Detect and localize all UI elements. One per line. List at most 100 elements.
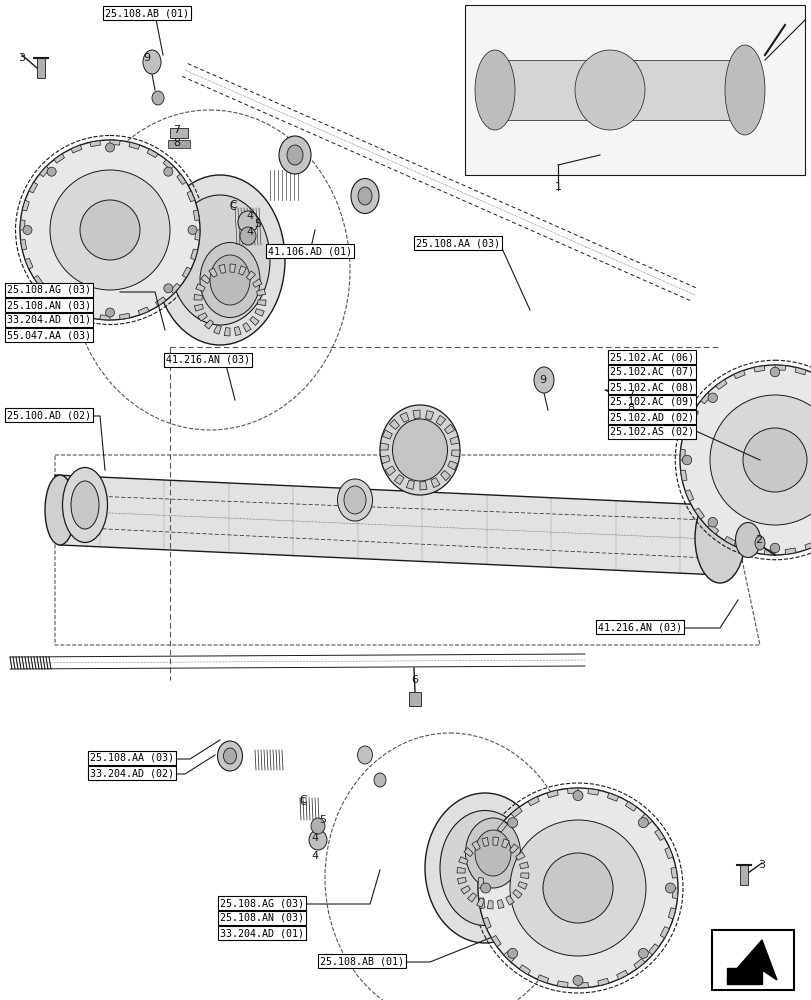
Polygon shape <box>481 837 488 846</box>
Bar <box>711 930 793 990</box>
Polygon shape <box>471 841 479 850</box>
Text: 25.108.AG (03): 25.108.AG (03) <box>7 285 91 295</box>
Circle shape <box>164 167 173 176</box>
Ellipse shape <box>742 428 806 492</box>
Ellipse shape <box>709 395 811 525</box>
Polygon shape <box>743 545 754 553</box>
Polygon shape <box>440 471 450 481</box>
Ellipse shape <box>152 91 164 105</box>
Polygon shape <box>641 814 651 824</box>
Ellipse shape <box>62 468 107 542</box>
Text: 5: 5 <box>254 219 261 229</box>
Text: 33.204.AD (01): 33.204.AD (01) <box>220 928 303 938</box>
Polygon shape <box>242 323 251 332</box>
Polygon shape <box>689 409 697 421</box>
Polygon shape <box>501 839 508 848</box>
Polygon shape <box>483 917 491 929</box>
Polygon shape <box>213 325 221 334</box>
Circle shape <box>105 308 114 317</box>
Polygon shape <box>436 415 445 425</box>
Ellipse shape <box>45 475 75 545</box>
Polygon shape <box>654 829 663 840</box>
Polygon shape <box>679 449 684 460</box>
Polygon shape <box>193 210 200 220</box>
Polygon shape <box>170 283 180 294</box>
Polygon shape <box>382 430 392 439</box>
Polygon shape <box>784 548 795 554</box>
Bar <box>37 58 45 78</box>
Polygon shape <box>380 456 389 464</box>
Ellipse shape <box>71 481 99 529</box>
Ellipse shape <box>392 419 447 481</box>
Circle shape <box>573 791 582 801</box>
Polygon shape <box>659 927 668 938</box>
Ellipse shape <box>344 486 366 514</box>
Circle shape <box>707 393 717 403</box>
Text: C: C <box>298 795 307 805</box>
Polygon shape <box>461 886 470 894</box>
Ellipse shape <box>200 242 260 318</box>
Polygon shape <box>476 898 483 907</box>
Polygon shape <box>219 264 225 273</box>
Polygon shape <box>380 443 388 450</box>
Text: 25.102.AS (02): 25.102.AS (02) <box>609 427 693 437</box>
Text: 4: 4 <box>246 211 253 221</box>
Ellipse shape <box>279 136 311 174</box>
Polygon shape <box>567 788 577 794</box>
Polygon shape <box>667 908 675 919</box>
Polygon shape <box>234 327 241 336</box>
Polygon shape <box>664 847 672 859</box>
Polygon shape <box>431 478 440 488</box>
Ellipse shape <box>80 200 139 260</box>
Text: 6: 6 <box>411 675 418 685</box>
Polygon shape <box>224 328 230 336</box>
Ellipse shape <box>754 536 764 550</box>
Polygon shape <box>194 304 203 311</box>
Text: 1: 1 <box>554 182 561 192</box>
Text: 7: 7 <box>174 125 180 135</box>
Polygon shape <box>182 267 191 278</box>
Polygon shape <box>492 837 498 845</box>
Bar <box>409 692 420 706</box>
Polygon shape <box>385 466 395 476</box>
Polygon shape <box>195 230 200 240</box>
Ellipse shape <box>311 818 324 834</box>
Text: 25.108.AN (03): 25.108.AN (03) <box>220 913 303 923</box>
Polygon shape <box>457 877 466 884</box>
Polygon shape <box>487 901 492 909</box>
Polygon shape <box>556 981 568 987</box>
Polygon shape <box>547 790 557 798</box>
Polygon shape <box>109 140 120 145</box>
Polygon shape <box>119 313 130 319</box>
Polygon shape <box>55 475 719 575</box>
Circle shape <box>573 975 582 985</box>
Polygon shape <box>458 857 467 864</box>
Bar <box>624 402 646 410</box>
Polygon shape <box>537 975 548 983</box>
Circle shape <box>188 226 197 234</box>
Polygon shape <box>753 366 764 372</box>
Polygon shape <box>463 848 473 857</box>
Polygon shape <box>155 297 166 306</box>
Text: 3: 3 <box>19 53 25 63</box>
Ellipse shape <box>143 50 161 74</box>
Polygon shape <box>389 419 399 429</box>
Circle shape <box>480 883 490 893</box>
Text: 33.204.AD (02): 33.204.AD (02) <box>90 768 174 778</box>
Polygon shape <box>508 844 517 853</box>
Polygon shape <box>633 959 644 969</box>
Ellipse shape <box>309 830 327 850</box>
Text: 5: 5 <box>319 815 326 825</box>
Ellipse shape <box>223 748 236 764</box>
Polygon shape <box>648 944 658 955</box>
Text: 55.047.AA (03): 55.047.AA (03) <box>7 330 91 340</box>
Polygon shape <box>607 793 618 801</box>
Ellipse shape <box>357 746 372 764</box>
Polygon shape <box>714 380 726 389</box>
Ellipse shape <box>724 45 764 135</box>
Bar <box>169 128 188 138</box>
Text: 25.108.AB (01): 25.108.AB (01) <box>105 8 189 18</box>
Polygon shape <box>256 289 265 296</box>
Polygon shape <box>138 307 149 315</box>
Circle shape <box>637 818 647 828</box>
